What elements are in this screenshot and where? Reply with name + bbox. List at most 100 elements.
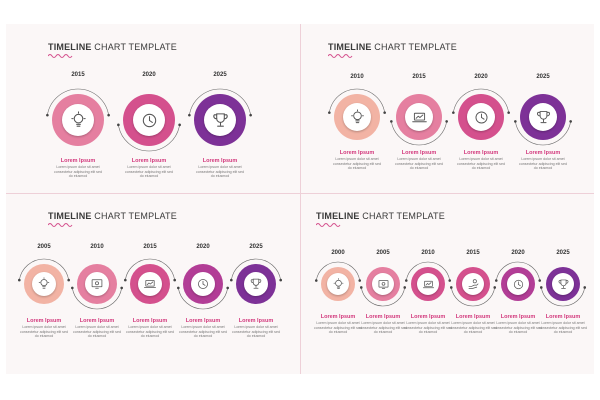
milestone-inner-circle [244,272,268,296]
orbit-arc [514,120,572,146]
year-label: 2010 [421,250,435,256]
milestone-inner-circle [204,104,236,136]
bulb-icon [349,108,366,131]
milestone-inner-circle [32,272,56,296]
year-label: 2000 [331,250,345,256]
milestone-description: Lorem ipsum dolor sit amet consectetur a… [179,325,227,339]
orbit-arc [314,261,362,282]
trophy-icon [249,277,263,296]
milestone-inner-circle [327,273,349,295]
milestone-inner-circle [85,272,109,296]
orbit-arc [449,286,497,307]
milestone-circle [366,267,400,301]
bulb-icon [69,110,88,135]
milestone-title: Lorem Ipsum [500,314,536,320]
milestone-description: Lorem ipsum dolor sit amet consectetur a… [333,157,381,171]
year-label: 2020 [196,244,210,250]
screen-icon [90,277,104,296]
milestone-circle [546,267,580,301]
screen-icon [377,278,390,296]
milestone-description: Lorem ipsum dolor sit amet consectetur a… [126,325,174,339]
orbit-arc [539,286,587,307]
title-wave-decoration [328,54,353,58]
title-light: CHART TEMPLATE [91,211,177,221]
clock-icon [140,111,159,135]
laptop-icon [422,278,435,296]
milestone-inner-circle [138,272,162,296]
year-label: 2025 [536,74,550,80]
year-label: 2010 [90,244,104,250]
milestone-circle [396,94,442,140]
milestone-circle [334,94,380,140]
title-bold: TIMELINE [48,211,92,221]
milestone-inner-circle [372,273,394,295]
milestone-description: Lorem ipsum dolor sit amet consectetur a… [20,325,68,339]
hand-icon [467,278,480,296]
year-label: 2020 [142,72,156,78]
milestone-description: Lorem ipsum dolor sit amet consectetur a… [494,321,542,335]
orbit-arc [188,88,252,117]
milestone-description: Lorem ipsum dolor sit amet consectetur a… [395,157,443,171]
title-bold: TIMELINE [328,42,372,52]
milestone-circle [501,267,535,301]
milestone-title: Lorem Ipsum [79,318,115,324]
clock-icon [196,277,210,296]
milestone-title: Lorem Ipsum [202,158,238,164]
milestone-inner-circle [133,104,165,136]
milestone-inner-circle [552,273,574,295]
milestone-title: Lorem Ipsum [455,314,491,320]
milestone-circle [456,267,490,301]
orbit-arc [46,88,110,117]
milestone-description: Lorem ipsum dolor sit amet consectetur a… [359,321,407,335]
orbit-arc [452,88,510,114]
bulb-icon [37,277,51,296]
year-label: 2020 [511,250,525,256]
milestone-title: Lorem Ipsum [463,150,499,156]
bulb-icon [332,277,345,296]
milestone-title: Lorem Ipsum [131,158,167,164]
orbit-arc [494,261,542,282]
panel-title: TIMELINE CHART TEMPLATE [48,42,177,52]
milestone-description: Lorem ipsum dolor sit amet consectetur a… [54,165,102,179]
orbit-arc [117,123,181,152]
milestone-title: Lorem Ipsum [339,150,375,156]
year-label: 2025 [556,250,570,256]
clock-icon [512,278,525,296]
title-bold: TIMELINE [48,42,92,52]
vertical-divider [300,24,301,374]
milestone-title: Lorem Ipsum [320,314,356,320]
milestone-title: Lorem Ipsum [132,318,168,324]
milestone-description: Lorem ipsum dolor sit amet consectetur a… [457,157,505,171]
milestone-title: Lorem Ipsum [26,318,62,324]
milestone-inner-circle [405,103,433,131]
milestone-inner-circle [343,103,371,131]
milestone-title: Lorem Ipsum [525,150,561,156]
laptop-icon [143,277,157,296]
title-light: CHART TEMPLATE [91,42,177,52]
year-label: 2025 [213,72,227,78]
milestone-circle [458,94,504,140]
title-light: CHART TEMPLATE [359,211,445,221]
milestone-circle [77,264,117,304]
orbit-arc [230,258,282,282]
year-label: 2025 [249,244,263,250]
title-wave-decoration [316,223,341,227]
milestone-description: Lorem ipsum dolor sit amet consectetur a… [196,165,244,179]
year-label: 2015 [143,244,157,250]
title-wave-decoration [48,54,73,58]
milestone-title: Lorem Ipsum [365,314,401,320]
horizontal-divider [6,193,594,194]
milestone-circle [123,94,175,146]
milestone-circle [520,94,566,140]
milestone-description: Lorem ipsum dolor sit amet consectetur a… [404,321,452,335]
milestone-inner-circle [417,273,439,295]
milestone-inner-circle [191,272,215,296]
laptop-icon [411,109,428,131]
year-label: 2010 [350,74,364,80]
milestone-title: Lorem Ipsum [60,158,96,164]
milestone-circle [321,267,355,301]
clock-icon [473,109,490,131]
milestone-circle [52,94,104,146]
title-light: CHART TEMPLATE [371,42,457,52]
milestone-inner-circle [467,103,495,131]
